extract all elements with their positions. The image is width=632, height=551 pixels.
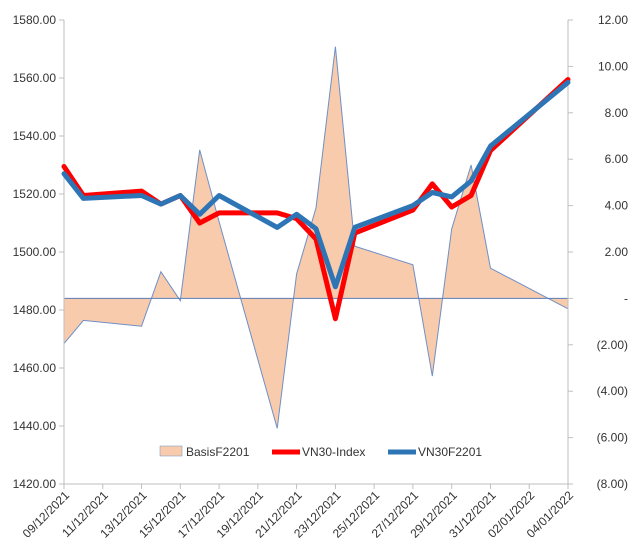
y-left-tick-label: 1440.00 bbox=[13, 419, 57, 433]
y-left-tick-label: 1560.00 bbox=[13, 71, 57, 85]
y-right-tick-label: - bbox=[624, 291, 628, 305]
y-right-tick-label: (8.00) bbox=[597, 477, 628, 491]
y-left-tick-label: 1460.00 bbox=[13, 361, 57, 375]
legend: BasisF2201 VN30-Index VN30F2201 bbox=[159, 445, 482, 459]
y-right-tick-label: 10.00 bbox=[598, 59, 628, 73]
y-right-tick-label: 4.00 bbox=[605, 199, 629, 213]
y-right-tick-label: 12.00 bbox=[598, 13, 628, 27]
basis-area-outline bbox=[63, 46, 569, 429]
y-left-tick-label: 1520.00 bbox=[13, 187, 57, 201]
y-right-tick-label: (2.00) bbox=[597, 338, 628, 352]
y-right-tick-label: 2.00 bbox=[605, 245, 629, 259]
y-left-tick-label: 1580.00 bbox=[13, 13, 57, 27]
y-left-tick-label: 1500.00 bbox=[13, 245, 57, 259]
y-right-tick-label: 6.00 bbox=[605, 152, 629, 166]
vn30f2201-line bbox=[61, 79, 571, 290]
lines-layer bbox=[61, 77, 571, 322]
legend-swatch-basisf2201 bbox=[159, 445, 183, 457]
y-right-tick-label: (6.00) bbox=[597, 431, 628, 445]
y-left-tick-label: 1480.00 bbox=[13, 303, 57, 317]
legend-label-basisf2201: BasisF2201 bbox=[186, 445, 250, 459]
y-right-tick-label: (4.00) bbox=[597, 384, 628, 398]
axes-layer bbox=[59, 19, 573, 489]
y-right-tick-label: 8.00 bbox=[605, 106, 629, 120]
legend-label-vn30-index: VN30-Index bbox=[302, 445, 365, 459]
legend-label-vn30f2201: VN30F2201 bbox=[418, 445, 482, 459]
y-left-tick-label: 1420.00 bbox=[13, 477, 57, 491]
y-left-tick-label: 1540.00 bbox=[13, 129, 57, 143]
